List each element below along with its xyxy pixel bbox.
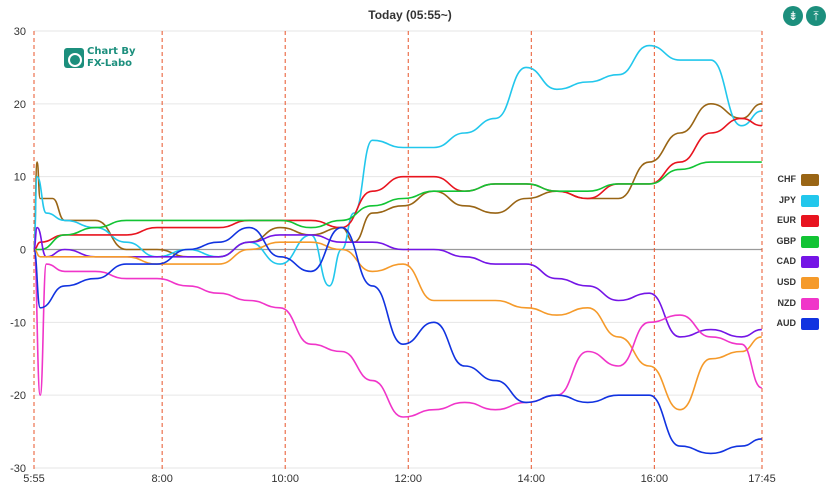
y-tick-label: 0 (20, 245, 26, 257)
series-line-aud (33, 226, 762, 455)
legend-label: AUD (776, 318, 797, 329)
legend-item-nzd[interactable]: NZD (760, 296, 826, 317)
legend-item-chf[interactable]: CHF (760, 172, 826, 193)
legend-label: JPY (778, 194, 796, 205)
series-line-gbp (34, 161, 762, 251)
legend: CHF JPY EUR GBP CAD USD NZD AUD (760, 172, 826, 337)
y-tick-label: -20 (10, 390, 26, 402)
y-tick-label: -10 (10, 317, 26, 329)
legend-label: GBP (776, 235, 796, 246)
x-tick-label: 5:55 (23, 473, 44, 485)
legend-swatch (801, 174, 819, 186)
x-tick-label: 16:00 (641, 473, 669, 485)
align-top-icon[interactable]: ⤒ (806, 6, 826, 26)
legend-label: CAD (776, 256, 797, 267)
legend-label: USD (776, 276, 796, 287)
legend-swatch (801, 235, 819, 248)
series-line-chf (33, 103, 762, 258)
x-tick-label: 8:00 (151, 473, 172, 485)
series-line-nzd (33, 248, 763, 418)
x-tick-label: 10:00 (271, 473, 299, 485)
logo-line2: FX-Labo (87, 58, 133, 69)
legend-swatch (801, 318, 819, 331)
legend-item-aud[interactable]: AUD (760, 316, 826, 337)
x-tick-label: 12:00 (394, 473, 422, 485)
legend-swatch (801, 215, 819, 228)
logo: Chart By FX-Labo (64, 46, 144, 72)
series-line-usd (33, 241, 762, 411)
legend-label: NZD (777, 297, 797, 308)
compress-icon[interactable]: ⇟ (783, 6, 803, 26)
y-tick-label: -30 (10, 463, 26, 475)
legend-swatch (801, 256, 819, 269)
x-tick-label: 14:00 (518, 473, 546, 485)
logo-icon (64, 48, 84, 68)
legend-item-eur[interactable]: EUR (760, 213, 826, 234)
legend-item-gbp[interactable]: GBP (760, 234, 826, 255)
series-line-cad (33, 226, 762, 338)
legend-label: EUR (776, 215, 796, 226)
legend-item-jpy[interactable]: JPY (760, 193, 826, 214)
x-tick-label: 17:45 (748, 473, 776, 485)
y-tick-label: 30 (14, 26, 26, 38)
legend-label: CHF (777, 174, 797, 184)
legend-swatch (801, 194, 819, 207)
y-tick-label: 10 (14, 172, 26, 184)
legend-item-cad[interactable]: CAD (760, 254, 826, 275)
legend-swatch (801, 276, 819, 289)
y-tick-label: 20 (14, 99, 26, 111)
logo-line1: Chart By (87, 46, 136, 57)
legend-item-usd[interactable]: USD (760, 275, 826, 296)
chart-title: Today (05:55~) (368, 8, 452, 22)
legend-swatch (801, 297, 819, 310)
